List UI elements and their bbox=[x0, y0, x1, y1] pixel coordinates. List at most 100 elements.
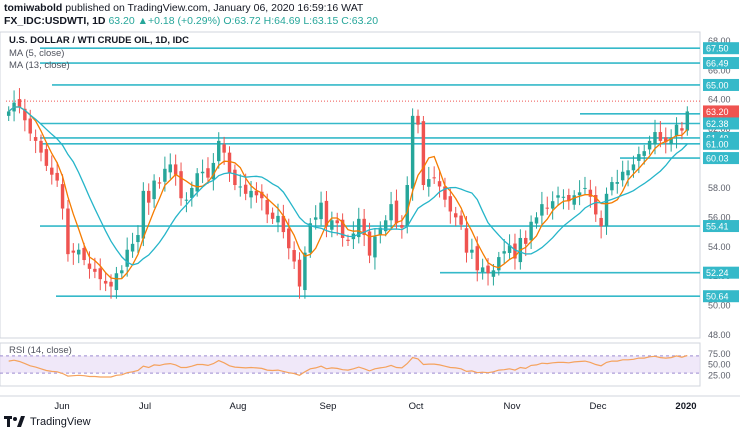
candle-body bbox=[669, 137, 673, 145]
candle-body bbox=[453, 213, 458, 218]
candle-body bbox=[373, 236, 377, 258]
candle-body bbox=[610, 182, 614, 191]
candle-body bbox=[44, 149, 49, 166]
candle-body bbox=[400, 225, 404, 228]
candle-body bbox=[227, 152, 232, 174]
price-tick-label: 68.00 bbox=[708, 36, 731, 46]
candle-body bbox=[195, 173, 199, 192]
candle-body bbox=[114, 273, 119, 291]
candle-body bbox=[147, 190, 151, 203]
candle-body bbox=[109, 281, 113, 287]
candle-body bbox=[324, 200, 329, 227]
candle-body bbox=[642, 151, 646, 156]
candle-body bbox=[254, 190, 259, 196]
candle-body bbox=[583, 187, 587, 189]
candle-body bbox=[540, 204, 544, 216]
legend-ma5[interactable]: MA (5, close) bbox=[9, 48, 65, 59]
candle-body bbox=[340, 219, 345, 238]
candle-body bbox=[270, 212, 275, 219]
candle-body bbox=[545, 207, 549, 209]
candle-body bbox=[28, 118, 32, 134]
candle-body bbox=[190, 187, 194, 198]
candle-body bbox=[475, 246, 479, 271]
change-value: ▲+0.18 (+0.29%) bbox=[137, 15, 221, 27]
candle-body bbox=[637, 154, 641, 161]
symbol-label[interactable]: FX_IDC:USDWTI, 1D bbox=[4, 15, 106, 27]
time-axis-label: Jul bbox=[139, 401, 151, 412]
price-pane bbox=[0, 31, 701, 339]
candle-body bbox=[680, 128, 684, 131]
candle-body bbox=[567, 195, 571, 202]
candle-body bbox=[168, 164, 172, 173]
level-price-box bbox=[703, 42, 739, 55]
candle-body bbox=[685, 111, 690, 131]
candle-body bbox=[497, 257, 501, 271]
level-price-label: 52.24 bbox=[706, 268, 729, 278]
candle-body bbox=[443, 186, 447, 200]
publish-info: published on TradingView.com, January 06… bbox=[65, 2, 364, 14]
legend-rsi[interactable]: RSI (14, close) bbox=[9, 345, 72, 356]
candle-body bbox=[292, 250, 296, 262]
candle-body bbox=[163, 168, 167, 182]
candle-body bbox=[120, 270, 124, 274]
candle-body bbox=[98, 268, 102, 280]
candle-body bbox=[362, 218, 366, 236]
time-axis-label: Sep bbox=[320, 401, 337, 412]
candle-body bbox=[502, 251, 506, 254]
time-axis-label: Jun bbox=[54, 401, 69, 412]
candle-body bbox=[55, 172, 59, 181]
candle-body bbox=[157, 182, 162, 184]
last-price-label: 63.20 bbox=[706, 107, 729, 117]
candle-body bbox=[87, 263, 92, 269]
candle-body bbox=[76, 249, 81, 255]
candle-body bbox=[211, 162, 216, 180]
price-tick-label: 58.00 bbox=[708, 183, 731, 193]
time-axis-label: Nov bbox=[504, 401, 521, 412]
candle-body bbox=[410, 115, 415, 189]
candle-body bbox=[141, 190, 146, 239]
candle-body bbox=[615, 182, 620, 184]
candle-body bbox=[480, 267, 485, 273]
candle-body bbox=[303, 252, 307, 291]
ma5-line bbox=[8, 106, 688, 280]
tradingview-logo-icon bbox=[4, 416, 25, 427]
candle-body bbox=[249, 190, 253, 198]
ma13-line bbox=[8, 106, 688, 266]
candle-body bbox=[604, 193, 609, 227]
last-close: 63.20 bbox=[108, 15, 135, 27]
legend-ma13[interactable]: MA (13, close) bbox=[9, 60, 70, 71]
candle-body bbox=[346, 239, 350, 241]
candle-body bbox=[491, 270, 496, 277]
candle-body bbox=[448, 196, 453, 212]
time-axis-label: Oct bbox=[409, 401, 424, 412]
candle-body bbox=[432, 177, 436, 179]
candle-body bbox=[529, 221, 533, 241]
last-price-box bbox=[703, 105, 739, 118]
rsi-tick-label: 50.00 bbox=[708, 360, 731, 370]
level-price-label: 50.64 bbox=[706, 292, 729, 302]
candle-body bbox=[23, 108, 27, 121]
candle-body bbox=[335, 220, 339, 224]
level-price-box bbox=[703, 152, 739, 165]
candle-body bbox=[330, 220, 334, 230]
level-price-label: 61.00 bbox=[706, 139, 729, 149]
author-name[interactable]: tomiwabold bbox=[4, 2, 63, 14]
footer-brand[interactable]: TradingView bbox=[4, 416, 91, 428]
candle-body bbox=[626, 170, 630, 176]
candle-body bbox=[308, 223, 313, 253]
rsi-tick-label: 25.00 bbox=[708, 370, 731, 380]
candle-body bbox=[17, 99, 22, 108]
footer-brand-label: TradingView bbox=[30, 416, 91, 428]
candle-body bbox=[620, 171, 625, 181]
candle-body bbox=[152, 180, 156, 200]
candle-body bbox=[383, 220, 388, 232]
candle-body bbox=[238, 186, 243, 188]
candle-body bbox=[71, 250, 76, 253]
level-price-box bbox=[703, 266, 739, 279]
candle-body bbox=[222, 144, 226, 153]
candle-body bbox=[577, 192, 582, 196]
level-price-label: 60.03 bbox=[706, 154, 729, 164]
candle-body bbox=[437, 181, 442, 187]
